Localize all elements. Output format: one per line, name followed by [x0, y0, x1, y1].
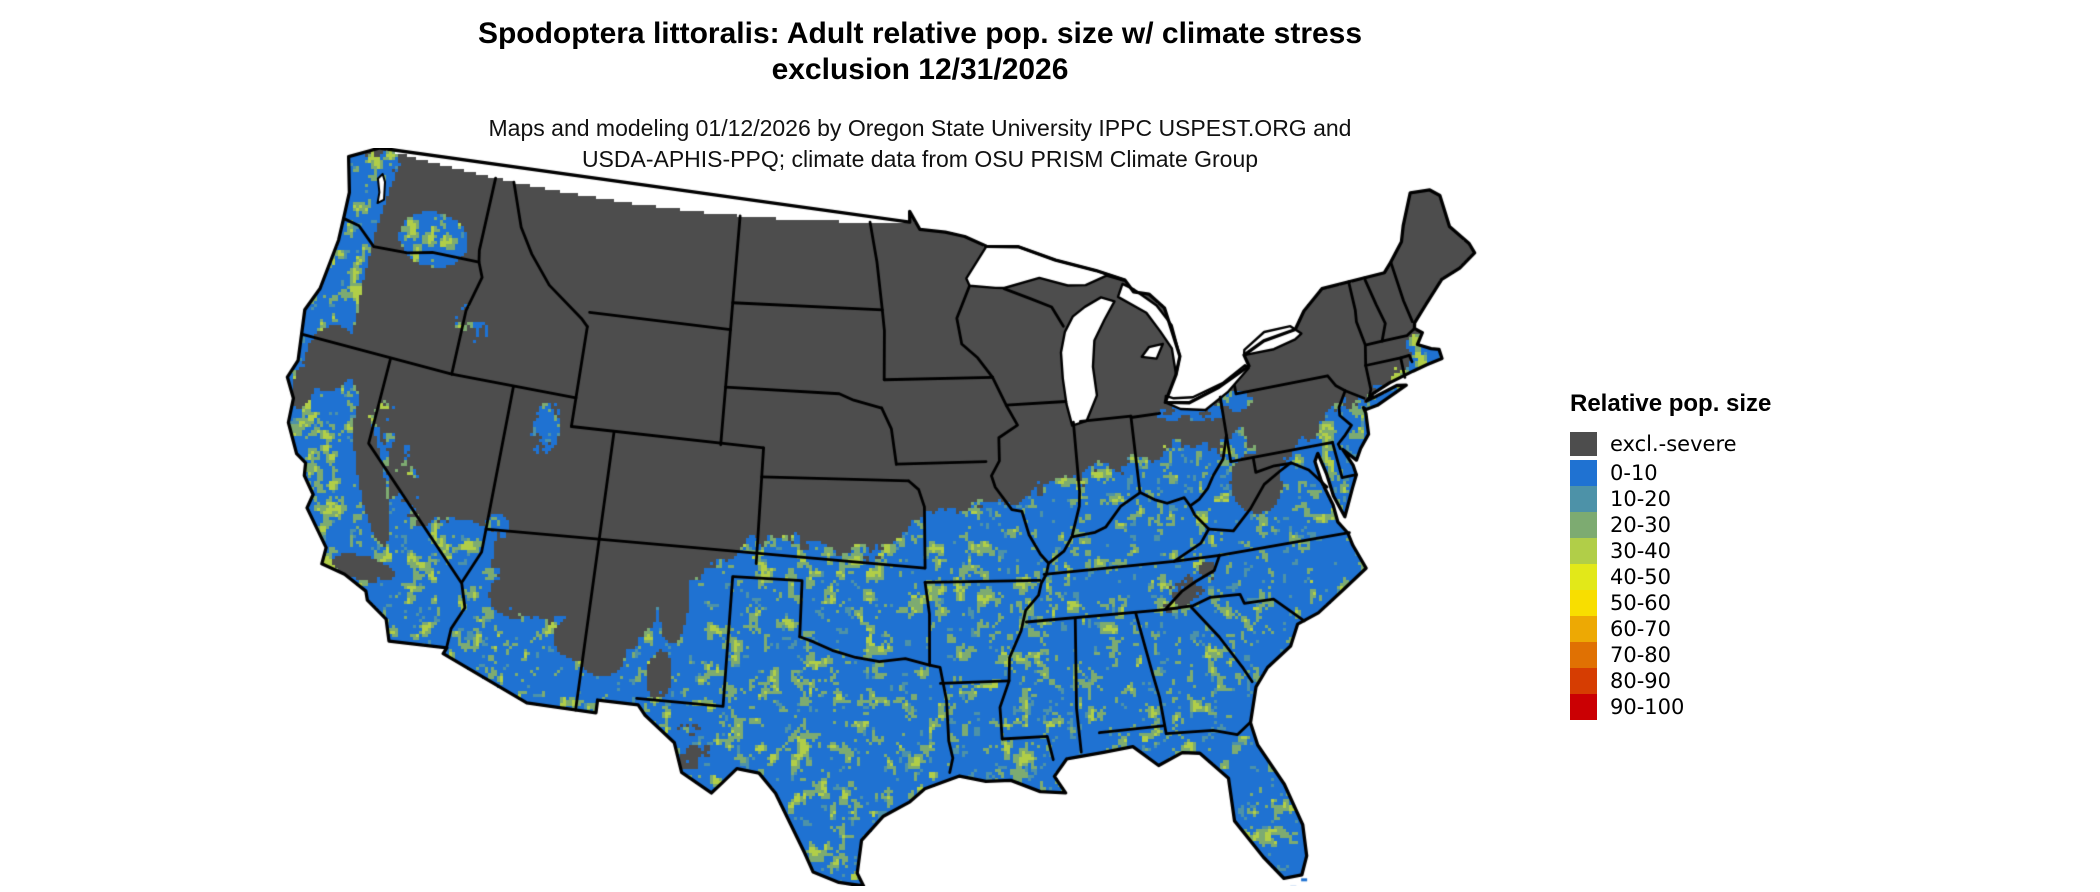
legend-swatch-30-40 [1570, 538, 1597, 564]
legend-swatch-90-100 [1570, 694, 1597, 720]
legend-item: excl.-severe [1570, 431, 1870, 457]
legend-item-label: 70-80 [1610, 643, 1672, 667]
legend-item: 70-80 [1570, 642, 1870, 668]
us-map-canvas [230, 148, 1532, 886]
legend-swatch-60-70 [1570, 616, 1597, 642]
legend-swatch-excl-severe [1570, 432, 1597, 456]
legend-item: 40-50 [1570, 564, 1870, 590]
legend-item-label: excl.-severe [1610, 432, 1737, 456]
legend-swatch-20-30 [1570, 512, 1597, 538]
legend-swatch-70-80 [1570, 642, 1597, 668]
legend-item: 30-40 [1570, 538, 1870, 564]
legend-item: 60-70 [1570, 616, 1870, 642]
legend-item-label: 80-90 [1610, 669, 1672, 693]
legend-swatch-80-90 [1570, 668, 1597, 694]
legend-swatch-10-20 [1570, 486, 1597, 512]
legend-item-label: 60-70 [1610, 617, 1672, 641]
legend-item: 10-20 [1570, 486, 1870, 512]
legend-item: 0-10 [1570, 460, 1870, 486]
legend-swatch-50-60 [1570, 590, 1597, 616]
legend-item-label: 30-40 [1610, 539, 1672, 563]
legend: Relative pop. size excl.-severe 0-10 10-20… [1570, 390, 1870, 720]
legend-item: 80-90 [1570, 668, 1870, 694]
legend-item: 20-30 [1570, 512, 1870, 538]
map-title-line2: exclusion 12/31/2026 [771, 53, 1069, 86]
legend-item: 50-60 [1570, 590, 1870, 616]
map-subtitle-line1: Maps and modeling 01/12/2026 by Oregon S… [488, 115, 1352, 141]
legend-title: Relative pop. size [1570, 390, 1772, 417]
map-region [230, 148, 1532, 888]
legend-item: 90-100 [1570, 694, 1870, 720]
legend-swatch-0-10 [1570, 460, 1597, 486]
legend-items: excl.-severe 0-10 10-20 20-30 30-40 40-50 50-6… [1570, 431, 1870, 720]
legend-item-label: 0-10 [1610, 461, 1658, 485]
legend-swatch-40-50 [1570, 564, 1597, 590]
legend-item-label: 90-100 [1610, 695, 1685, 719]
map-title-line1: Spodoptera littoralis: Adult relative po… [477, 17, 1363, 50]
legend-item-label: 20-30 [1610, 513, 1672, 537]
legend-item-label: 10-20 [1610, 487, 1672, 511]
legend-item-label: 40-50 [1610, 565, 1672, 589]
legend-item-label: 50-60 [1610, 591, 1672, 615]
